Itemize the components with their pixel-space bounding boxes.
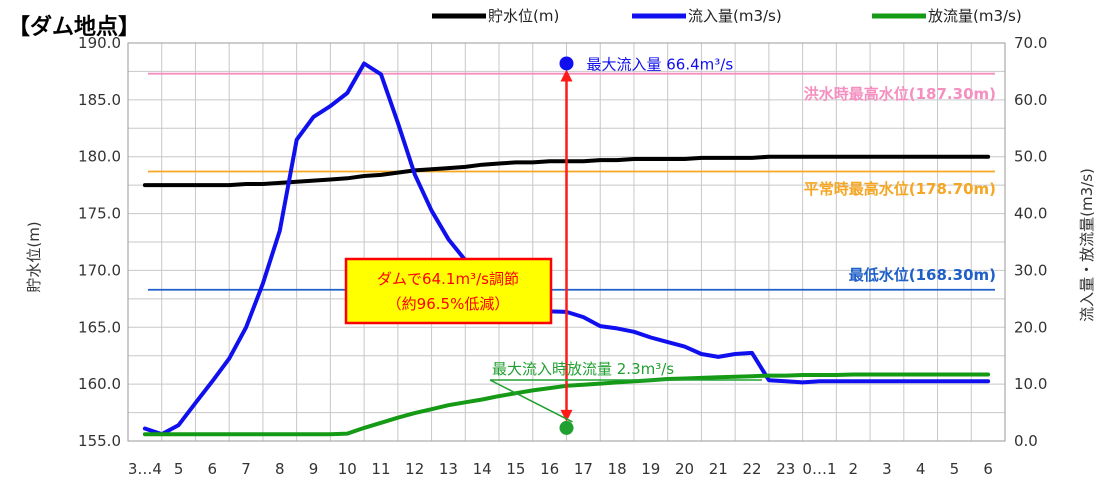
y-left-tick-label: 185.0 — [78, 91, 121, 109]
x-tick-label: 10 — [338, 460, 357, 478]
y-left-tick-label: 175.0 — [78, 205, 121, 223]
x-tick-label: 9 — [309, 460, 319, 478]
legend-label-inflow: 流入量(m3/s) — [688, 7, 782, 25]
legend: 貯水位(m) 流入量(m3/s) 放流量(m3/s) — [432, 7, 1022, 25]
x-tick-label: 23 — [776, 460, 795, 478]
y-right-tick-label: 60.0 — [1014, 91, 1047, 109]
x-tick-label: 8 — [275, 460, 285, 478]
x-tick-label: 6 — [208, 460, 218, 478]
y-right-tick-label: 40.0 — [1014, 205, 1047, 223]
y-right-tick-label: 50.0 — [1014, 148, 1047, 166]
y-right-tick-label: 10.0 — [1014, 375, 1047, 393]
x-tick-label: 14 — [473, 460, 492, 478]
y-right-tick-label: 0.0 — [1014, 432, 1038, 450]
x-tick-label: 16 — [540, 460, 559, 478]
chart-title: 【ダム地点】 — [8, 14, 140, 40]
legend-label-outflow: 放流量(m3/s) — [928, 7, 1022, 25]
y-left-tick-label: 180.0 — [78, 148, 121, 166]
x-tick-label: 12 — [405, 460, 424, 478]
peak-inflow-label: 最大流入量 66.4m³/s — [587, 55, 734, 73]
outflow-callout-line — [489, 379, 762, 423]
x-tick-label: 20 — [675, 460, 694, 478]
y-left-tick-label: 165.0 — [78, 318, 121, 336]
y-left-tick-label: 155.0 — [78, 432, 121, 450]
x-tick-label: 5 — [174, 460, 184, 478]
x-tick-label: 3…4 — [128, 460, 162, 478]
flood-max-level-label: 洪水時最高水位(187.30m) — [804, 85, 996, 103]
x-tick-label: 7 — [241, 460, 251, 478]
x-tick-label: 3 — [882, 460, 892, 478]
x-tick-label: 13 — [439, 460, 458, 478]
y-left-tick-label: 170.0 — [78, 261, 121, 279]
x-tick-label: 6 — [983, 460, 993, 478]
peak-inflow-marker — [559, 56, 574, 71]
x-tick-label: 4 — [916, 460, 926, 478]
y-left-tick-label: 160.0 — [78, 375, 121, 393]
x-tick-label: 19 — [641, 460, 660, 478]
regulation-arrow-head-down — [560, 409, 573, 422]
x-tick-label: 21 — [709, 460, 728, 478]
x-tick-label: 18 — [608, 460, 627, 478]
x-tick-label: 11 — [371, 460, 390, 478]
regulation-box-line1: ダムで64.1m³/s調節 — [377, 270, 519, 288]
regulation-arrow-head-up — [560, 69, 573, 82]
x-tick-label: 2 — [848, 460, 858, 478]
y-right-axis-label: 流入量・放流量(m3/s) — [1078, 168, 1096, 322]
x-tick-label: 15 — [506, 460, 525, 478]
plot-frame — [127, 42, 1006, 442]
x-tick-label: 5 — [950, 460, 960, 478]
outflow-at-peak-label: 最大流入時放流量 2.3m³/s — [492, 360, 674, 378]
axes: 155.0160.0165.0170.0175.0180.0185.0190.0… — [78, 34, 1047, 478]
x-tick-label: 17 — [574, 460, 593, 478]
y-right-tick-label: 20.0 — [1014, 318, 1047, 336]
y-left-axis-label: 貯水位(m) — [25, 221, 43, 292]
y-right-tick-label: 70.0 — [1014, 34, 1047, 52]
reference-lines: 洪水時最高水位(187.30m) 平常時最高水位(178.70m) 最低水位(168… — [148, 72, 996, 291]
min-level-label: 最低水位(168.30m) — [849, 266, 996, 284]
peak-outflow-marker — [559, 420, 574, 435]
x-tick-label: 22 — [742, 460, 761, 478]
y-right-tick-label: 30.0 — [1014, 261, 1047, 279]
normal-max-level-label: 平常時最高水位(178.70m) — [804, 180, 996, 198]
legend-label-water-level: 貯水位(m) — [488, 7, 559, 25]
y-left-tick-label: 190.0 — [78, 34, 121, 52]
x-tick-label: 0…1 — [802, 460, 836, 478]
regulation-box — [344, 257, 553, 325]
regulation-box-line2: （約96.5%低減） — [387, 295, 510, 313]
annotations: 最大流入量 66.4m³/s 最大流入時放流量 2.3m³/s ダムで64.1m³/… — [344, 55, 762, 435]
